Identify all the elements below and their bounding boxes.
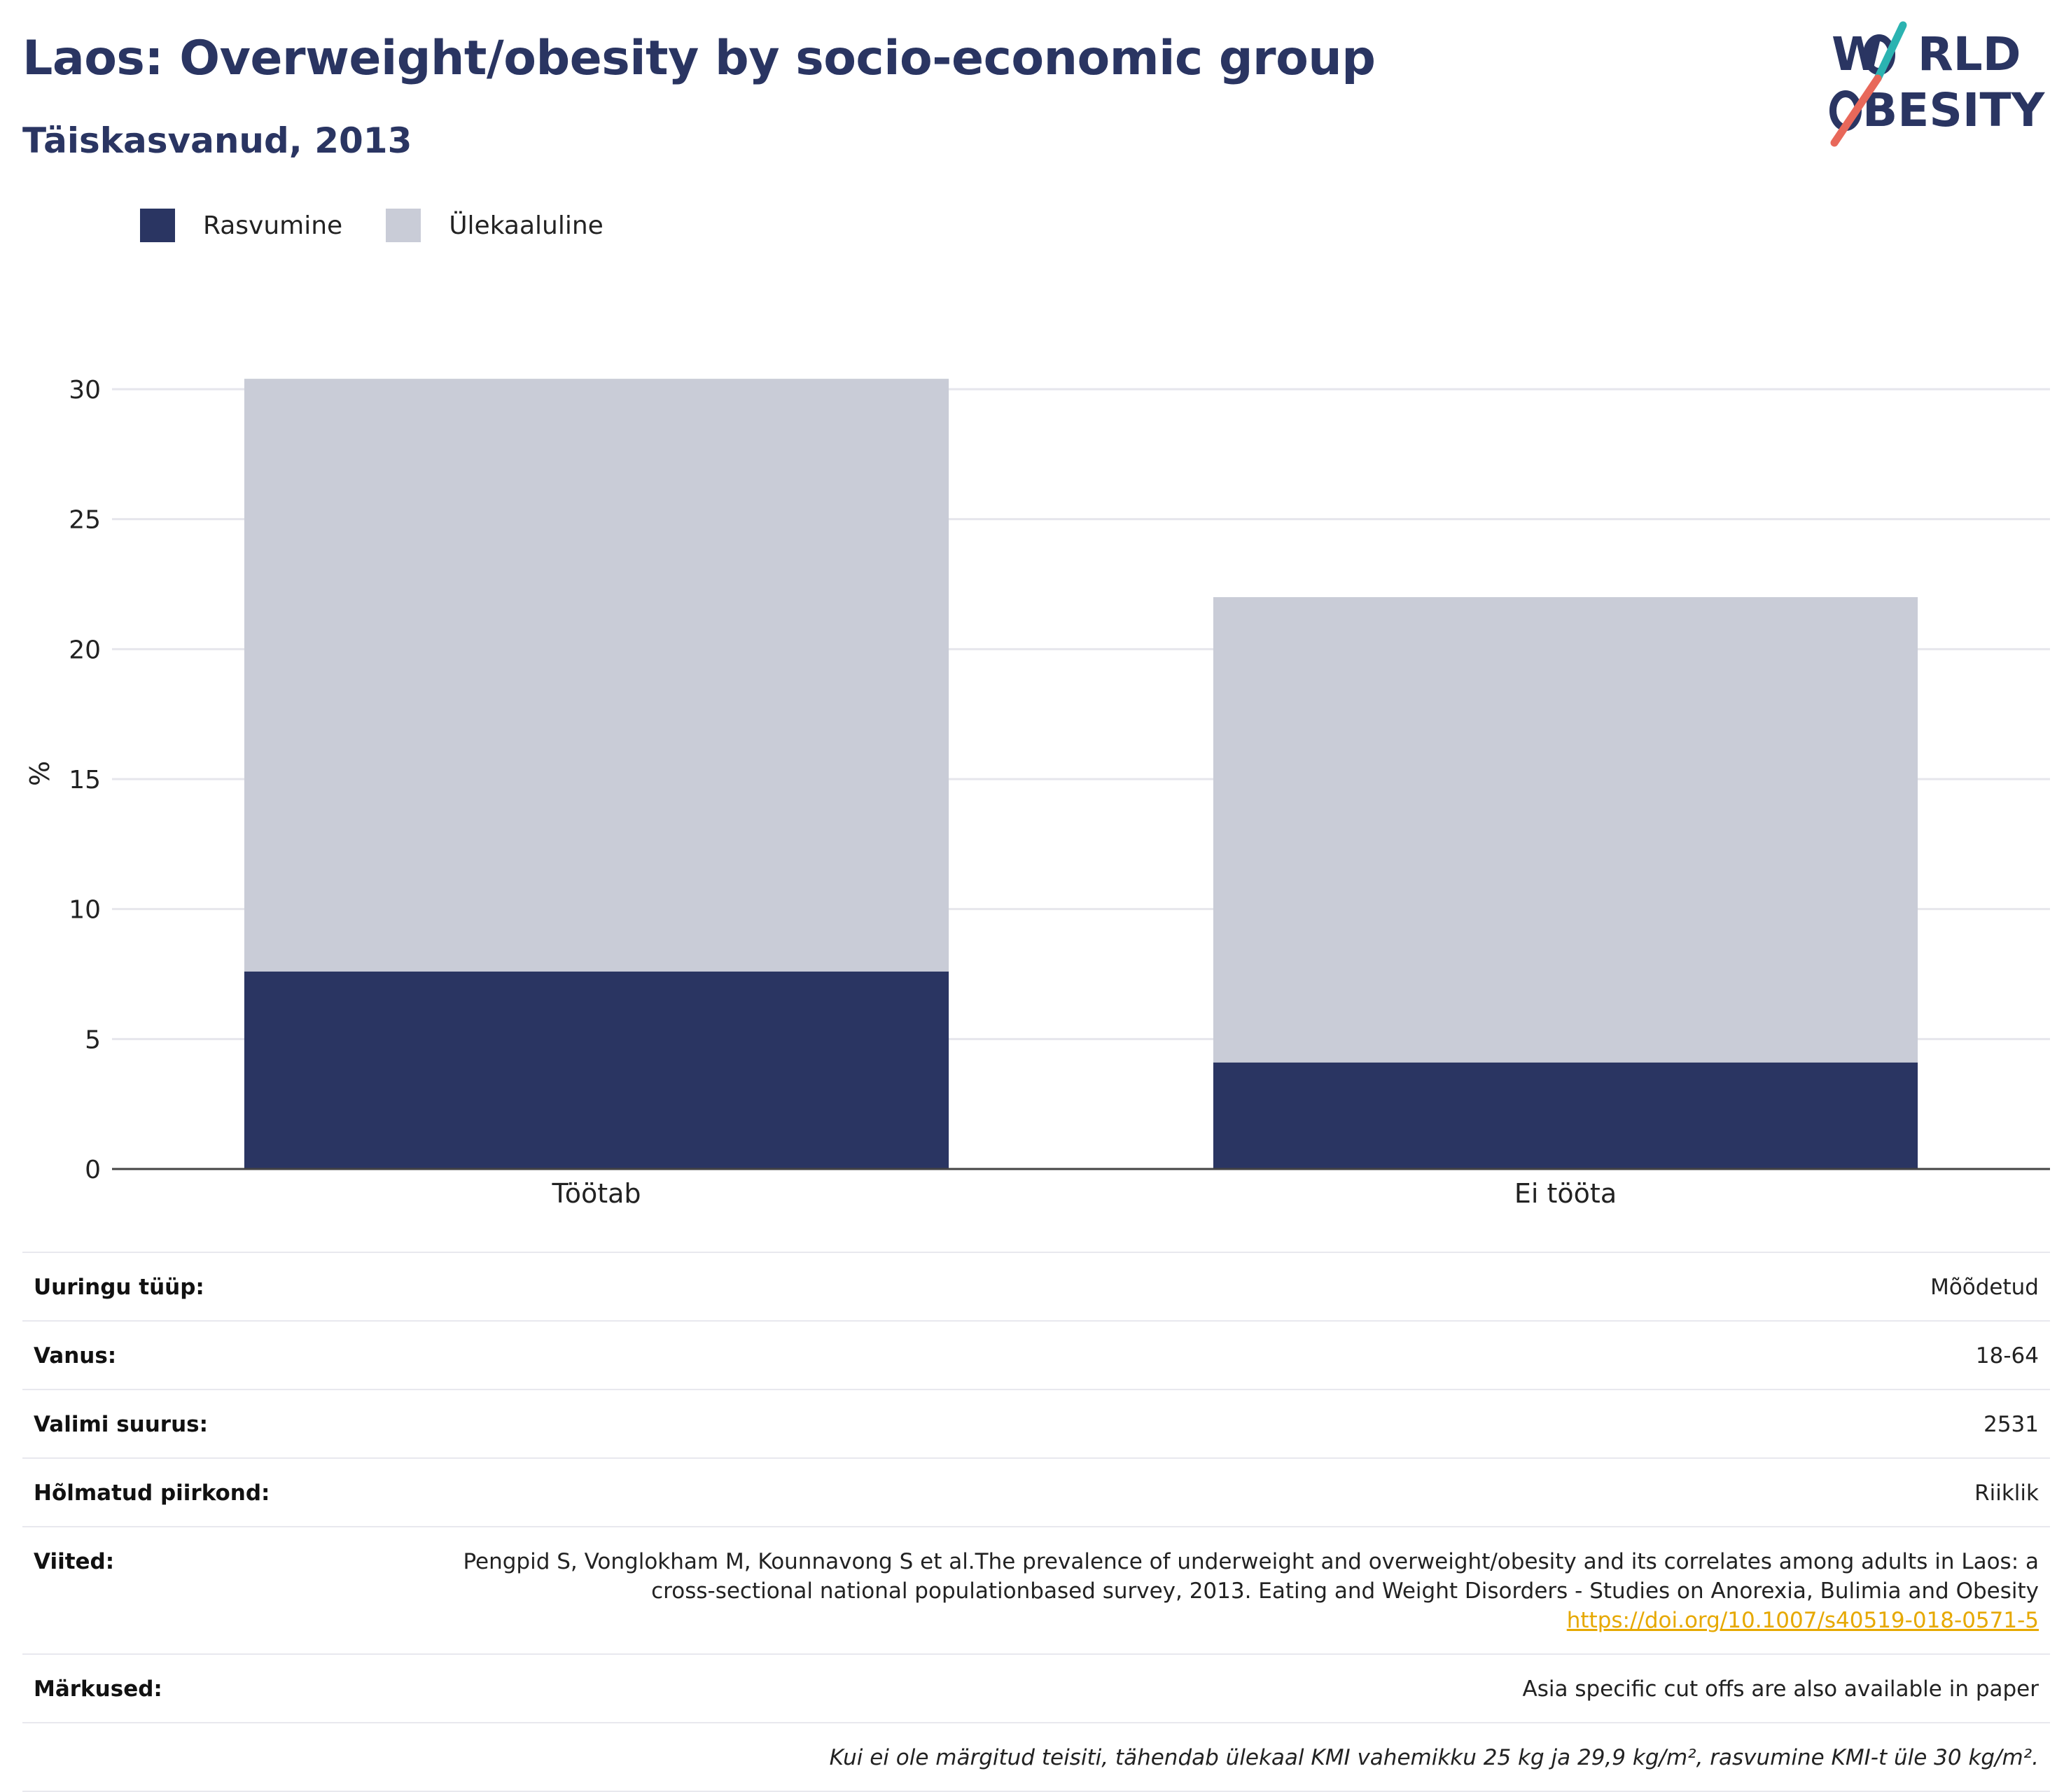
logo-text-world: W RLD (1832, 27, 2021, 81)
info-value: Mõõdetud (1930, 1275, 2039, 1300)
info-value: 18-64 (1975, 1343, 2039, 1368)
reference-citation: Pengpid S, Vonglokham M, Kounnavong S et… (428, 1547, 2039, 1635)
info-row-survey-type: Uuringu tüüp: Mõõdetud (22, 1253, 2050, 1322)
legend-item-overweight[interactable]: Ülekaaluline (386, 209, 604, 242)
legend-swatch-obesity (140, 209, 175, 242)
info-value: Asia specific cut offs are also availabl… (1522, 1676, 2039, 1702)
bars (244, 379, 1918, 1169)
reference-text: Pengpid S, Vonglokham M, Kounnavong S et… (463, 1549, 2039, 1604)
legend-label-overweight: Ülekaaluline (449, 211, 604, 240)
stacked-bar-chart: 0 5 10 15 20 25 30% Töötab Ei tööta (25, 376, 2050, 1209)
logo-slash-teal (1874, 21, 1907, 83)
axes: 0 5 10 15 20 25 30% Töötab Ei tööta (25, 376, 2050, 1209)
info-label: Uuringu tüüp: (34, 1275, 204, 1300)
logo-slash-coral (1830, 74, 1882, 147)
reference-doi-link[interactable]: https://doi.org/10.1007/s40519-018-0571-… (1566, 1608, 2039, 1633)
bar-obesity[interactable] (244, 971, 949, 1169)
info-label: Viited: (34, 1549, 115, 1574)
legend-swatch-overweight (386, 209, 421, 242)
chart-legend: Rasvumine Ülekaaluline (140, 209, 647, 242)
logo-text-obesity: BESITY (1862, 83, 2046, 137)
y-tick-label: 25 (69, 506, 101, 535)
legend-label-obesity: Rasvumine (203, 211, 343, 240)
y-tick-label: 15 (69, 766, 101, 794)
footnote: Kui ei ole märgitud teisiti, tähendab ül… (829, 1745, 2039, 1770)
bar-overweight[interactable] (244, 379, 949, 972)
bar-overweight[interactable] (1213, 597, 1918, 1063)
x-tick-label: Töötab (551, 1178, 641, 1209)
bar-obesity[interactable] (1213, 1062, 1918, 1169)
info-label: Märkused: (34, 1676, 162, 1702)
y-tick-label: 5 (85, 1026, 101, 1054)
info-label: Valimi suurus: (34, 1412, 208, 1437)
info-row-references: Viited: Pengpid S, Vonglokham M, Kounnav… (22, 1527, 2050, 1655)
info-row-notes: Märkused: Asia specific cut offs are als… (22, 1655, 2050, 1723)
info-table: Uuringu tüüp: Mõõdetud Vanus: 18-64 Vali… (22, 1252, 2050, 1792)
info-row-sample-size: Valimi suurus: 2531 (22, 1390, 2050, 1459)
info-label: Vanus: (34, 1343, 117, 1368)
info-value: 2531 (1983, 1412, 2039, 1437)
chart-title: Laos: Overweight/obesity by socio-econom… (22, 31, 1376, 86)
y-tick-label: 30 (69, 376, 101, 405)
info-value: Riiklik (1974, 1480, 2039, 1506)
world-obesity-logo[interactable]: W RLD BESITY (1820, 20, 2058, 153)
legend-item-obesity[interactable]: Rasvumine (140, 209, 342, 242)
x-tick-label: Ei tööta (1514, 1178, 1617, 1209)
y-tick-label: 0 (85, 1156, 101, 1184)
info-label: Hõlmatud piirkond: (34, 1480, 270, 1506)
y-tick-label: 10 (69, 896, 101, 925)
chart-subtitle: Täiskasvanud, 2013 (22, 120, 412, 161)
info-row-footnote: Kui ei ole märgitud teisiti, tähendab ül… (22, 1723, 2050, 1792)
info-row-coverage: Hõlmatud piirkond: Riiklik (22, 1459, 2050, 1527)
info-row-age: Vanus: 18-64 (22, 1322, 2050, 1390)
y-axis-label: % (25, 761, 55, 786)
y-tick-label: 20 (69, 636, 101, 664)
